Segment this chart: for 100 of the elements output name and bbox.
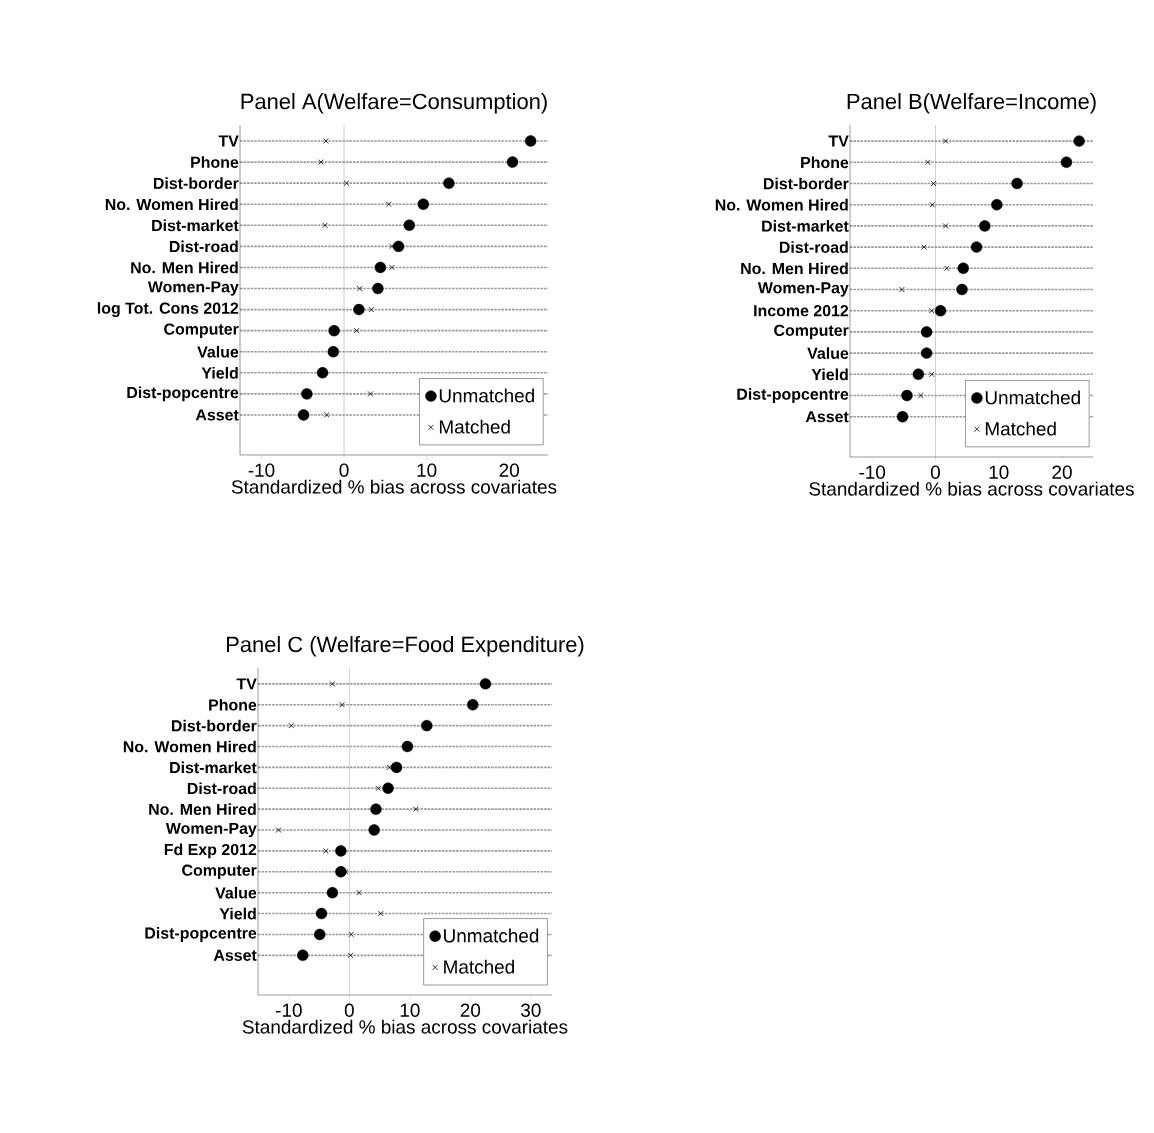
point xyxy=(443,177,455,189)
y-tick-label: Women-Pay xyxy=(165,822,257,838)
chart-title: Panel C (Welfare=Food Expenditure) xyxy=(227,636,584,657)
point xyxy=(386,764,393,771)
point xyxy=(356,889,362,896)
point xyxy=(920,326,933,338)
point xyxy=(315,907,328,920)
x-tick-label: 20 xyxy=(1052,465,1072,479)
y-tick-label: Dist-market xyxy=(152,219,239,232)
point xyxy=(347,952,354,959)
y-tick-label: Yield xyxy=(811,368,848,381)
chart-title: Panel A(Welfare=Consumption) xyxy=(241,93,547,114)
x-tick-label: 20 xyxy=(460,1003,481,1017)
y-tick-label: Dist-popcentre xyxy=(127,386,239,402)
y-tick-label: TV xyxy=(218,135,239,147)
y-tick-label: Value xyxy=(197,345,239,358)
point xyxy=(368,306,375,313)
y-tick-label: Dist-popcentre xyxy=(737,388,849,403)
point xyxy=(1073,135,1085,147)
point xyxy=(943,265,950,272)
point xyxy=(326,887,339,899)
y-tick-label: Value xyxy=(215,886,257,899)
y-tick-label: No. Men Hired xyxy=(131,261,238,274)
y-tick-label: TV xyxy=(828,135,849,147)
point xyxy=(370,803,382,815)
x-tick-label: 10 xyxy=(417,463,437,477)
point xyxy=(921,244,927,250)
point xyxy=(372,282,384,295)
y-tick-label: Phone xyxy=(209,698,257,711)
point xyxy=(970,241,983,253)
point xyxy=(467,699,479,711)
point xyxy=(390,761,403,774)
legend-label: Unmatched xyxy=(444,928,539,943)
y-tick-label: No. Women Hired xyxy=(715,198,848,211)
legend-label: Unmatched xyxy=(985,390,1080,405)
point xyxy=(329,681,336,687)
point xyxy=(335,845,347,857)
point xyxy=(479,678,492,690)
y-tick-label: Value xyxy=(807,347,849,359)
x-axis-title: Standardized % bias across covariates xyxy=(242,1019,568,1034)
y-tick-label: Dist-market xyxy=(170,761,257,774)
point xyxy=(979,220,991,232)
point xyxy=(956,283,968,296)
point xyxy=(417,198,429,210)
legend-label: Matched xyxy=(985,421,1056,436)
point xyxy=(928,307,935,314)
legend-label: Matched xyxy=(439,419,510,434)
y-tick-label: Asset xyxy=(213,949,257,961)
point xyxy=(506,156,519,168)
y-tick-label: Dist-market xyxy=(762,220,849,232)
point xyxy=(991,199,1003,211)
x-tick-label: -10 xyxy=(859,465,886,479)
y-tick-label: log Tot. Cons 2012 xyxy=(97,302,239,318)
x-axis-title: Standardized % bias across covariates xyxy=(231,479,557,494)
point xyxy=(389,243,395,250)
x-axis-title: Standardized % bias across covariates xyxy=(809,481,1134,496)
y-tick-label: Fd Exp 2012 xyxy=(164,843,257,859)
point xyxy=(322,848,329,854)
x-tick-label: 20 xyxy=(499,463,519,477)
y-tick-label: Computer xyxy=(164,323,239,338)
point xyxy=(896,411,909,423)
y-tick-label: No. Men Hired xyxy=(149,803,256,816)
x-tick-label: 0 xyxy=(930,465,940,479)
point xyxy=(924,159,931,166)
point xyxy=(322,222,328,229)
point xyxy=(421,719,433,732)
legend-label: Matched xyxy=(444,959,514,974)
point xyxy=(403,219,415,231)
x-tick-label: 10 xyxy=(400,1003,420,1017)
y-tick-label: No. Men Hired xyxy=(741,262,848,275)
point xyxy=(323,138,329,144)
point xyxy=(353,303,365,316)
y-tick-label: Dist-road xyxy=(779,241,848,253)
point xyxy=(1011,177,1023,190)
point xyxy=(942,223,949,229)
x-tick-label: 30 xyxy=(521,1003,541,1017)
y-tick-label: Dist-road xyxy=(187,782,256,795)
point xyxy=(524,135,537,147)
point xyxy=(348,931,355,938)
point xyxy=(301,388,313,400)
point xyxy=(385,201,392,208)
y-tick-label: No. Women Hired xyxy=(105,198,238,211)
y-tick-label: Yield xyxy=(201,366,238,379)
point xyxy=(335,866,347,878)
y-tick-label: Phone xyxy=(801,156,849,169)
y-tick-label: Asset xyxy=(805,411,849,423)
point xyxy=(353,327,360,334)
point xyxy=(316,367,329,379)
y-tick-label: Income 2012 xyxy=(754,305,849,317)
point xyxy=(377,910,384,917)
point xyxy=(934,305,947,317)
y-tick-label: Dist-border xyxy=(763,177,849,190)
x-tick-label: 0 xyxy=(344,1003,354,1017)
point xyxy=(374,261,387,274)
y-tick-label: Dist-border xyxy=(171,719,257,732)
y-tick-label: Dist-border xyxy=(153,177,239,190)
point xyxy=(912,368,925,380)
y-tick-label: Dist-popcentre xyxy=(145,927,257,942)
point xyxy=(413,806,419,813)
point xyxy=(368,824,380,836)
